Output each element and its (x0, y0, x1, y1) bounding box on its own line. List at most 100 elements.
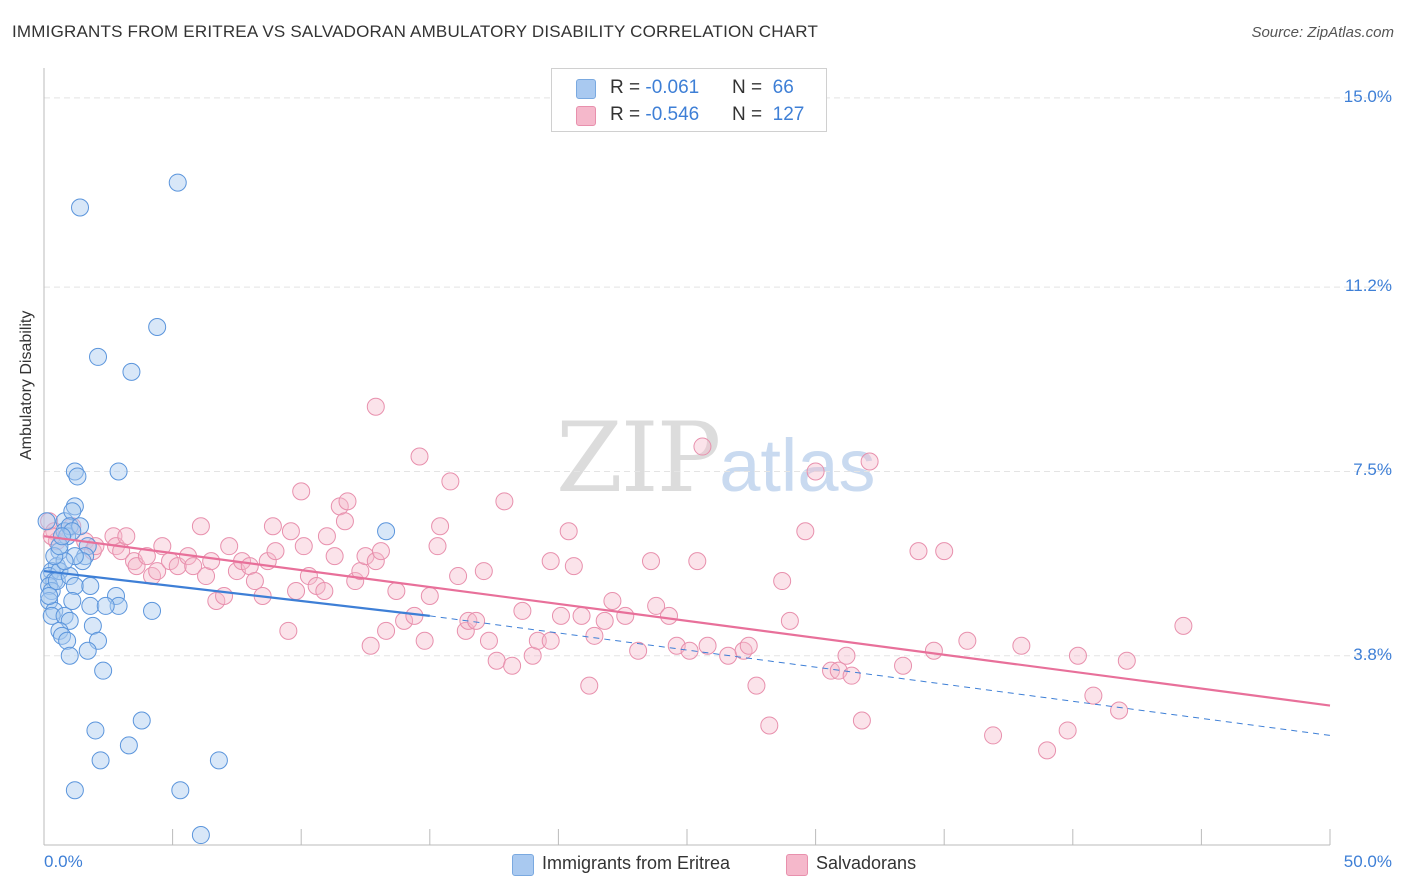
point-salvadoran-25 (215, 586, 234, 605)
legend-label-salvadoran: Salvadorans (816, 853, 917, 873)
point-eritrea-50 (94, 661, 113, 680)
point-salvadoran-42 (315, 581, 334, 600)
point-eritrea-65 (40, 586, 59, 605)
point-eritrea-3 (89, 347, 108, 366)
point-eritrea-8 (65, 497, 84, 516)
y-axis-label: Ambulatory Disability (18, 310, 35, 460)
legend-swatch-eritrea (512, 854, 534, 876)
point-eritrea-14 (60, 517, 79, 536)
point-salvadoran-84 (595, 611, 614, 630)
point-salvadoran-92 (680, 641, 699, 660)
point-salvadoran-20 (184, 557, 203, 576)
point-salvadoran-13 (137, 547, 156, 566)
point-eritrea-11 (377, 522, 396, 541)
point-salvadoran-104 (806, 462, 825, 481)
trendline-salvadoran (43, 535, 1331, 707)
point-salvadoran-83 (585, 626, 604, 645)
point-salvadoran-101 (773, 572, 792, 591)
trendline-eritrea (43, 569, 430, 617)
point-salvadoran-75 (528, 631, 547, 650)
n-label: N = (732, 104, 768, 125)
point-salvadoran-58 (410, 447, 429, 466)
point-salvadoran-113 (924, 641, 943, 660)
point-eritrea-44 (50, 621, 69, 640)
point-eritrea-5 (109, 462, 128, 481)
r-value-salvadoran: -0.546 (645, 104, 700, 125)
point-salvadoran-93 (688, 552, 707, 571)
point-eritrea-63 (191, 826, 210, 845)
r-label: R = (610, 104, 646, 125)
point-salvadoran-111 (894, 656, 913, 675)
point-salvadoran-53 (371, 542, 390, 561)
point-eritrea-39 (143, 601, 162, 620)
n-label: N = (732, 77, 768, 98)
point-salvadoran-112 (909, 542, 928, 561)
point-salvadoran-54 (377, 621, 396, 640)
point-eritrea-19 (65, 547, 84, 566)
point-salvadoran-44 (325, 547, 344, 566)
point-eritrea-55 (53, 527, 72, 546)
point-salvadoran-102 (780, 611, 799, 630)
point-salvadoran-63 (441, 472, 460, 491)
point-eritrea-57 (86, 721, 105, 740)
legend-label-eritrea: Immigrants from Eritrea (542, 853, 731, 873)
point-salvadoran-34 (266, 542, 285, 561)
point-salvadoran-78 (551, 606, 570, 625)
point-salvadoran-70 (487, 651, 506, 670)
point-salvadoran-39 (294, 537, 313, 556)
point-salvadoran-95 (698, 636, 717, 655)
point-eritrea-6 (65, 462, 84, 481)
point-salvadoran-51 (361, 636, 380, 655)
point-salvadoran-77 (541, 552, 560, 571)
point-salvadoran-23 (202, 552, 221, 571)
point-salvadoran-47 (338, 492, 357, 511)
point-salvadoran-90 (659, 606, 678, 625)
point-salvadoran-119 (1068, 646, 1087, 665)
point-eritrea-4 (122, 362, 141, 381)
point-eritrea-37 (81, 596, 100, 615)
point-eritrea-33 (109, 596, 128, 615)
r-value-eritrea: -0.061 (645, 77, 700, 98)
point-salvadoran-109 (852, 711, 871, 730)
point-eritrea-64 (37, 512, 56, 531)
point-salvadoran-52 (366, 552, 385, 571)
point-salvadoran-88 (641, 552, 660, 571)
point-salvadoran-22 (197, 567, 216, 586)
point-eritrea-49 (60, 646, 79, 665)
point-salvadoran-59 (415, 631, 434, 650)
point-salvadoran-61 (428, 537, 447, 556)
point-salvadoran-15 (148, 562, 167, 581)
y-tick-label-2: 11.2% (1345, 276, 1392, 296)
point-salvadoran-37 (287, 581, 306, 600)
point-salvadoran-117 (1012, 636, 1031, 655)
point-salvadoran-69 (479, 631, 498, 650)
point-salvadoran-10 (117, 527, 136, 546)
point-eritrea-58 (119, 736, 138, 755)
legend-swatch-eritrea (576, 79, 596, 99)
point-salvadoran-81 (572, 606, 591, 625)
point-eritrea-2 (148, 318, 167, 337)
point-salvadoran-87 (629, 641, 648, 660)
point-salvadoran-64 (449, 567, 468, 586)
point-salvadoran-100 (760, 716, 779, 735)
point-salvadoran-76 (541, 631, 560, 650)
point-eritrea-7 (68, 467, 87, 486)
point-salvadoran-79 (559, 522, 578, 541)
point-eritrea-0 (168, 173, 187, 192)
point-salvadoran-30 (245, 572, 264, 591)
point-eritrea-60 (209, 751, 228, 770)
point-salvadoran-103 (796, 522, 815, 541)
chart-source: Source: ZipAtlas.com (1251, 24, 1394, 41)
point-salvadoran-71 (495, 492, 514, 511)
point-salvadoran-110 (860, 452, 879, 471)
n-value-salvadoran: 127 (772, 104, 805, 125)
chart-title: IMMIGRANTS FROM ERITREA VS SALVADORAN AM… (12, 22, 819, 41)
point-salvadoran-124 (1058, 721, 1077, 740)
point-salvadoran-107 (837, 646, 856, 665)
point-salvadoran-123 (1174, 616, 1193, 635)
point-eritrea-34 (40, 591, 59, 610)
point-salvadoran-114 (935, 542, 954, 561)
point-eritrea-46 (58, 631, 77, 650)
point-salvadoran-89 (647, 596, 666, 615)
